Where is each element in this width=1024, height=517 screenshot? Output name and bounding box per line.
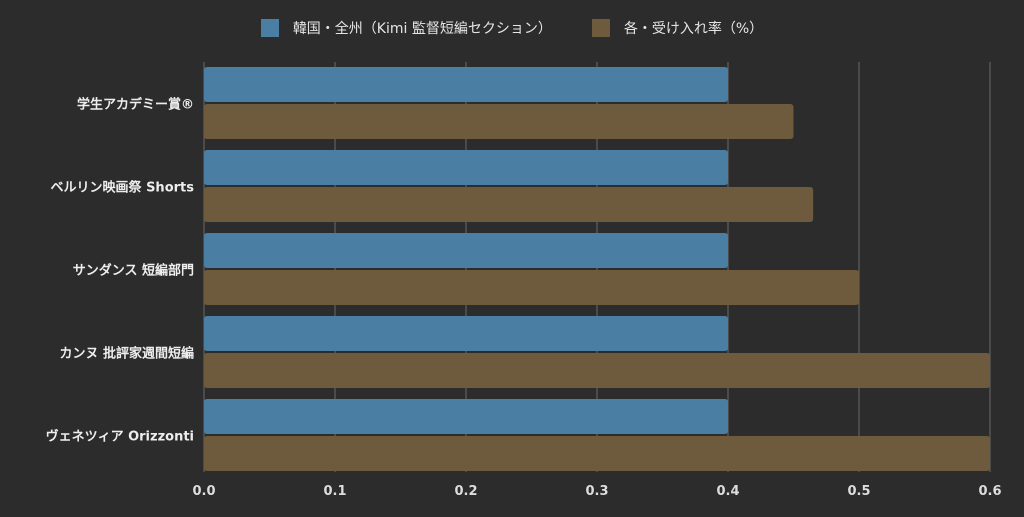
bar-series-1 bbox=[204, 436, 990, 471]
legend-item-series-1: 各・受け入れ率（%） bbox=[591, 18, 764, 38]
x-tick-label: 0.3 bbox=[585, 484, 608, 499]
y-tick-label: ベルリン映画祭 Shorts bbox=[50, 180, 194, 196]
legend-label: 韓国・全州（Kimi 監督短編セクション） bbox=[292, 21, 552, 37]
bar-series-1 bbox=[204, 353, 990, 388]
x-tick-label: 0.0 bbox=[192, 484, 215, 499]
bar-series-1 bbox=[204, 270, 859, 305]
x-tick-label: 0.6 bbox=[978, 484, 1001, 499]
legend-swatch bbox=[591, 19, 610, 37]
bar-series-1 bbox=[204, 187, 814, 222]
y-tick-label: サンダンス 短編部門 bbox=[72, 263, 194, 279]
legend: 韓国・全州（Kimi 監督短編セクション） 各・受け入れ率（%） bbox=[0, 18, 1024, 38]
bar-series-0 bbox=[204, 67, 728, 102]
x-tick-label: 0.2 bbox=[454, 484, 477, 499]
bar-series-0 bbox=[204, 399, 728, 434]
x-tick-label: 0.1 bbox=[323, 484, 346, 499]
y-tick-label: ヴェネツィア Orizzonti bbox=[45, 429, 194, 445]
bar-series-0 bbox=[204, 150, 728, 185]
legend-item-series-0: 韓国・全州（Kimi 監督短編セクション） bbox=[260, 18, 552, 38]
y-tick-label: 学生アカデミー賞® bbox=[76, 97, 194, 113]
bar-series-0 bbox=[204, 233, 728, 268]
bar-series-0 bbox=[204, 316, 728, 351]
x-tick-label: 0.4 bbox=[716, 484, 739, 499]
legend-label: 各・受け入れ率（%） bbox=[623, 21, 764, 37]
legend-swatch bbox=[260, 19, 279, 37]
bar-series-1 bbox=[204, 104, 794, 139]
y-tick-label: カンヌ 批評家週間短編 bbox=[59, 346, 194, 362]
x-tick-label: 0.5 bbox=[847, 484, 870, 499]
